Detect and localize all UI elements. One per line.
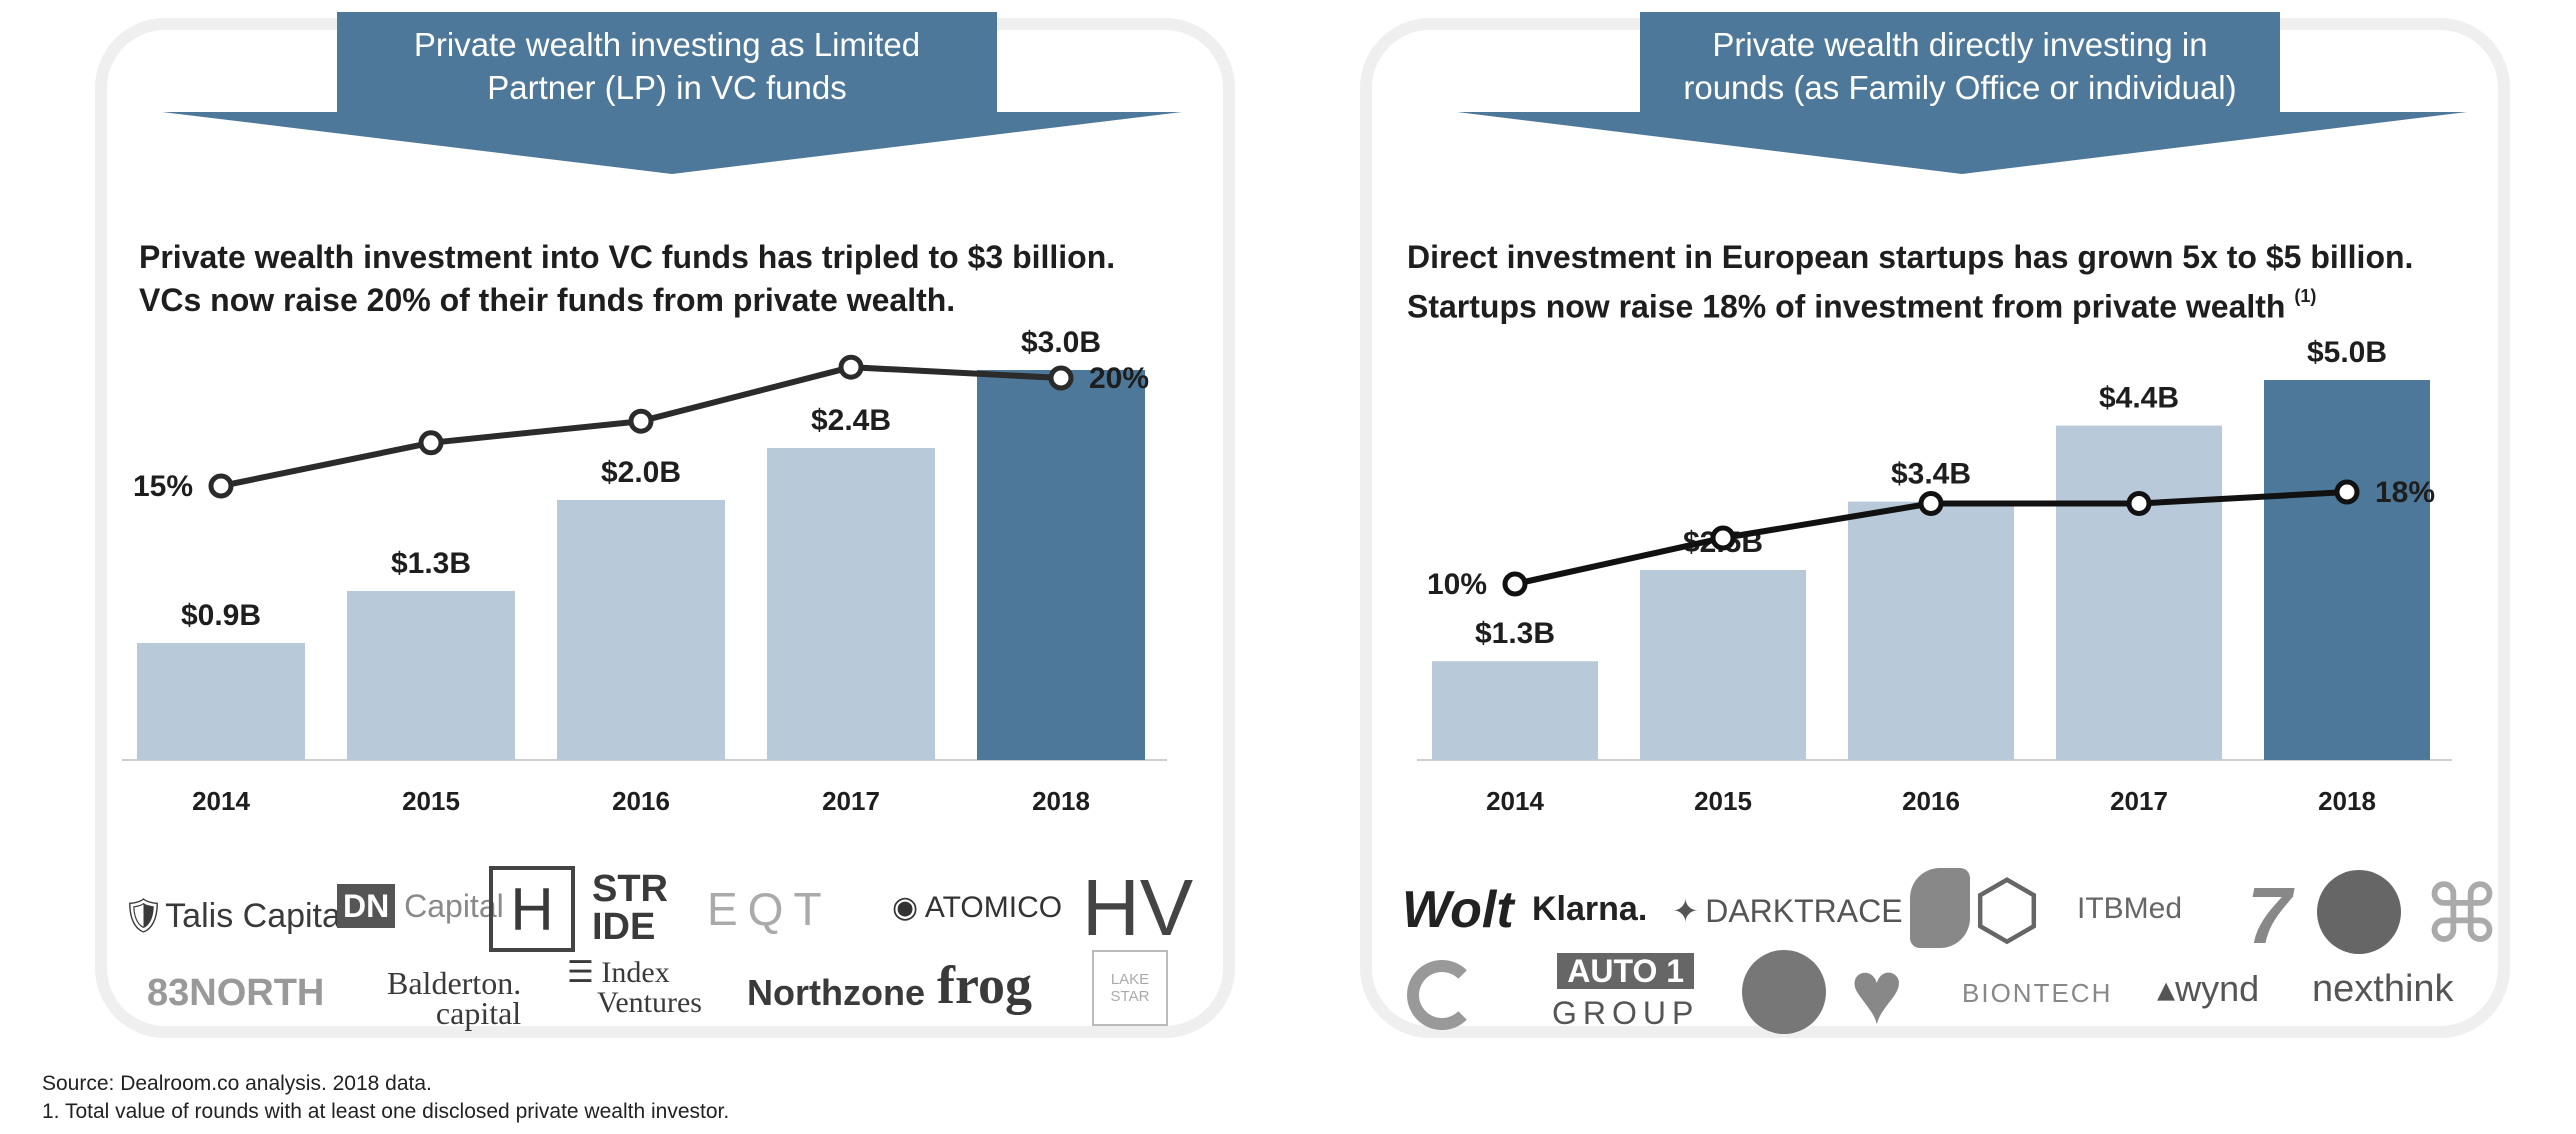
- logo-eqt: EQT: [707, 883, 832, 935]
- share-point: [2126, 491, 2152, 516]
- logo-wolt: Wolt: [1402, 881, 1514, 939]
- share-label: 15%: [133, 470, 193, 503]
- x-tick-label: 2016: [612, 786, 670, 816]
- share-point: [1918, 491, 1944, 516]
- bar-2014: [1432, 661, 1598, 760]
- bar-value-label: $5.0B: [2307, 336, 2387, 369]
- logo-nexthink: nexthink: [2312, 968, 2454, 1010]
- logo-circle-s: [2317, 870, 2401, 954]
- logo-text: ITBMed: [2077, 892, 2183, 925]
- bar-2018: [2264, 380, 2430, 760]
- headline-text: Direct investment in European startups h…: [1407, 239, 2414, 325]
- logo-darktrace: ✦ DARKTRACE: [1672, 893, 1903, 929]
- logo-wynd: ▴wynd: [2157, 968, 2260, 1009]
- logo-dn-capital: DN Capital: [337, 884, 504, 928]
- headline-text: Private wealth investment into VC funds …: [139, 239, 1116, 318]
- share-point: [628, 408, 654, 434]
- share-point: [418, 430, 444, 456]
- share-label: 20%: [1089, 362, 1149, 395]
- panel-header-text: Private wealth investing as Limited Part…: [413, 26, 921, 106]
- logo-klarna: Klarna.: [1532, 890, 1648, 928]
- x-tick-label: 2015: [402, 786, 460, 816]
- logo-83north: 83NORTH: [147, 972, 325, 1014]
- share-label: 18%: [2375, 476, 2435, 509]
- bar-value-label: $3.0B: [1021, 326, 1101, 359]
- share-point: [1710, 525, 1736, 551]
- x-tick-label: 2018: [2318, 786, 2376, 816]
- logo-text: Talis Capital: [165, 897, 349, 935]
- bar-value-label: $3.4B: [1891, 458, 1971, 491]
- bar-value-label: $4.4B: [2099, 382, 2179, 415]
- footnote: 1. Total value of rounds with at least o…: [42, 1100, 729, 1124]
- bar-2018: [977, 370, 1145, 760]
- logo-shape-a: [1910, 868, 1970, 948]
- x-tick-label: 2014: [192, 786, 250, 816]
- share-point: [838, 354, 864, 380]
- share-label: 10%: [1427, 568, 1487, 601]
- x-tick-label: 2017: [2110, 786, 2168, 816]
- logo-biontech: BIONTECH: [1962, 978, 2113, 1008]
- logo-balderton: Balderton. capital: [387, 965, 522, 1031]
- share-point: [1048, 365, 1074, 391]
- startup-logos: Wolt Klarna. ✦ DARKTRACE ⬡ ITBMed 7 ⌘ AU…: [1372, 850, 2502, 1043]
- source-note: Source: Dealroom.co analysis. 2018 data.: [42, 1072, 432, 1096]
- logo-seven: 7: [2247, 871, 2292, 960]
- bar-value-label: $0.9B: [181, 599, 261, 632]
- bar-2016: [557, 500, 725, 760]
- headline: Private wealth investment into VC funds …: [139, 193, 1115, 322]
- logo-atomico: ◉ ATOMICO: [892, 891, 1063, 924]
- bar-2015: [347, 591, 515, 760]
- x-tick-label: 2018: [1032, 786, 1090, 816]
- investor-logos: 🛡︎Talis Capital DN Capital H STR IDE EQT…: [107, 850, 1223, 1040]
- bar-2016: [1848, 501, 2014, 760]
- logo-frog: frog: [937, 955, 1032, 1015]
- panel-direct-investing: Private wealth directly investing in rou…: [1360, 12, 2510, 1043]
- footnote-text: 1. Total value of rounds with at least o…: [42, 1100, 730, 1123]
- headline: Direct investment in European startups h…: [1407, 193, 2413, 329]
- logo-northzone: Northzone: [747, 972, 925, 1013]
- x-tick-label: 2014: [1486, 786, 1544, 816]
- logo-cross-pattern: ⌘: [2422, 870, 2502, 959]
- logo-h-capital: H: [489, 866, 575, 952]
- logo-index-ventures: ☰ Index Ventures: [567, 956, 702, 1019]
- logo-talis-capital: 🛡︎Talis Capital: [122, 897, 349, 935]
- bar-value-label: $1.3B: [391, 547, 471, 580]
- share-point: [2334, 479, 2360, 505]
- panel-lp-vc-funds: Private wealth investing as Limited Part…: [95, 12, 1235, 1040]
- bar-2017: [767, 448, 935, 760]
- logo-heart: ♥: [1850, 943, 1904, 1043]
- x-tick-label: 2015: [1694, 786, 1752, 816]
- logo-stride: STR IDE: [592, 868, 668, 948]
- share-point: [1502, 571, 1528, 597]
- panel-header: Private wealth directly investing in rou…: [1640, 12, 2280, 112]
- panel-header: Private wealth investing as Limited Part…: [337, 12, 997, 112]
- header-arrow: [1457, 112, 2467, 174]
- logo-rounded-square: [1742, 950, 1826, 1034]
- share-point: [208, 473, 234, 499]
- bar-2017: [2056, 425, 2222, 760]
- logo-hv: HV: [1082, 863, 1194, 952]
- logo-c-ring: [1407, 960, 1477, 1030]
- bar-2015: [1640, 570, 1806, 760]
- panel-header-text: Private wealth directly investing in rou…: [1683, 26, 2237, 106]
- bar-value-label: $2.4B: [811, 404, 891, 437]
- header-arrow: [162, 112, 1182, 174]
- x-tick-label: 2016: [1902, 786, 1960, 816]
- chart-direct-investment: $1.3B2014$2.5B2015$3.4B2016$4.4B2017$5.0…: [1417, 336, 2452, 816]
- bar-value-label: $2.0B: [601, 456, 681, 489]
- logo-itbmed: ITBMed: [2077, 892, 2182, 926]
- x-tick-label: 2017: [822, 786, 880, 816]
- bar-value-label: $1.3B: [1475, 617, 1555, 650]
- bar-2014: [137, 643, 305, 760]
- footnote-marker: (1): [2294, 286, 2317, 306]
- chart-lp-investment: $0.9B 2014 $1.3B 2015 $2.0B 2016 $2.4B 2017 $3.0…: [122, 326, 1167, 816]
- logo-auto1-group: AUTO 1 GROUP: [1552, 953, 1700, 1031]
- logo-hexagon-y: ⬡: [1972, 865, 2042, 954]
- logo-lake-star: LAKE STAR: [1092, 950, 1168, 1026]
- source-text: Source: Dealroom.co analysis. 2018 data.: [42, 1072, 432, 1095]
